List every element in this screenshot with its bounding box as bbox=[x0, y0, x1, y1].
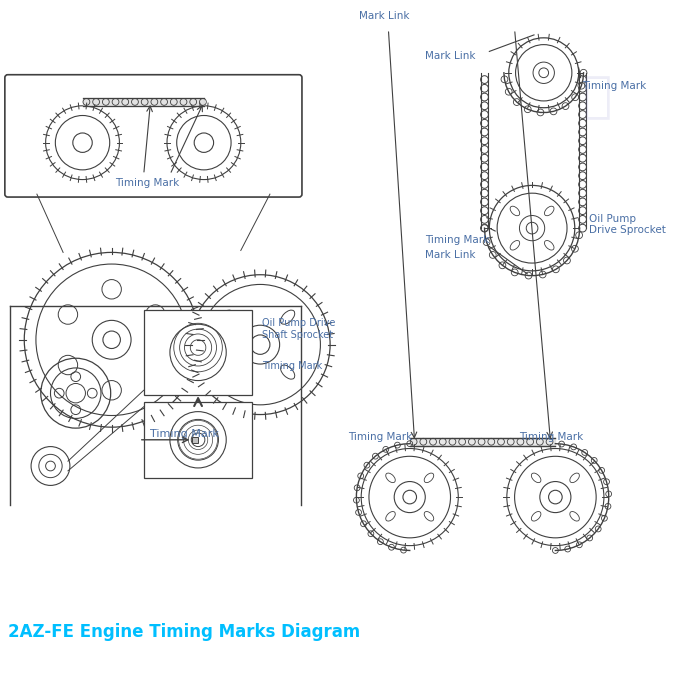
Text: 2AZ-FE Engine Timing Marks Diagram: 2AZ-FE Engine Timing Marks Diagram bbox=[7, 623, 360, 641]
Circle shape bbox=[481, 198, 488, 206]
Text: Oil Pump Drive
Shaft Sprocket: Oil Pump Drive Shaft Sprocket bbox=[262, 318, 335, 340]
Circle shape bbox=[499, 262, 506, 269]
Text: Timing Mark: Timing Mark bbox=[262, 361, 323, 371]
Text: Timing Mark: Timing Mark bbox=[519, 432, 584, 442]
Circle shape bbox=[539, 271, 546, 278]
Circle shape bbox=[579, 181, 587, 188]
Circle shape bbox=[579, 93, 587, 101]
Circle shape bbox=[513, 98, 520, 105]
Text: Oil Pump
Drive Sprocket: Oil Pump Drive Sprocket bbox=[589, 214, 666, 235]
Circle shape bbox=[578, 82, 585, 89]
Circle shape bbox=[572, 245, 579, 252]
Text: 2AZ-FE Engine Timing Marks Diagram: 2AZ-FE Engine Timing Marks Diagram bbox=[6, 623, 359, 641]
Circle shape bbox=[481, 207, 488, 215]
Text: 2AZ-FE Engine Timing Marks Diagram: 2AZ-FE Engine Timing Marks Diagram bbox=[6, 624, 359, 642]
Text: 2AZ-FE Engine Timing Marks Diagram: 2AZ-FE Engine Timing Marks Diagram bbox=[10, 624, 361, 642]
Circle shape bbox=[511, 269, 518, 276]
Circle shape bbox=[490, 251, 496, 258]
Bar bbox=[144, 402, 253, 477]
Circle shape bbox=[481, 93, 488, 101]
Circle shape bbox=[481, 111, 488, 118]
Text: Timing Mark: Timing Mark bbox=[425, 235, 490, 245]
Circle shape bbox=[537, 109, 544, 116]
Circle shape bbox=[481, 181, 488, 188]
Text: 2AZ-FE Engine Timing Marks Diagram: 2AZ-FE Engine Timing Marks Diagram bbox=[6, 621, 359, 640]
Text: Mark Link: Mark Link bbox=[425, 52, 476, 61]
Circle shape bbox=[579, 75, 587, 84]
Circle shape bbox=[579, 198, 587, 206]
Circle shape bbox=[579, 207, 587, 215]
Circle shape bbox=[481, 172, 488, 179]
Circle shape bbox=[579, 137, 587, 145]
Circle shape bbox=[481, 84, 488, 92]
Text: Timing Mark: Timing Mark bbox=[115, 178, 179, 187]
Circle shape bbox=[579, 102, 587, 110]
Circle shape bbox=[576, 232, 583, 238]
Circle shape bbox=[579, 128, 587, 136]
Text: 2AZ-FE Engine Timing Marks Diagram: 2AZ-FE Engine Timing Marks Diagram bbox=[10, 623, 361, 641]
Circle shape bbox=[481, 75, 488, 84]
Bar bbox=[192, 437, 198, 443]
Circle shape bbox=[562, 103, 569, 109]
Circle shape bbox=[579, 145, 587, 153]
Circle shape bbox=[580, 69, 587, 76]
Circle shape bbox=[481, 128, 488, 136]
Circle shape bbox=[553, 266, 559, 273]
Circle shape bbox=[579, 111, 587, 118]
Text: 2AZ-FE Engine Timing Marks Diagram: 2AZ-FE Engine Timing Marks Diagram bbox=[10, 621, 361, 640]
Text: 2AZ-FE Engine Timing Marks Diagram: 2AZ-FE Engine Timing Marks Diagram bbox=[7, 624, 360, 642]
Circle shape bbox=[550, 108, 557, 115]
Text: 2AZ-FE Engine Timing Marks Diagram: 2AZ-FE Engine Timing Marks Diagram bbox=[7, 621, 360, 640]
Circle shape bbox=[579, 189, 587, 197]
Circle shape bbox=[579, 172, 587, 179]
Circle shape bbox=[481, 145, 488, 153]
Circle shape bbox=[579, 84, 587, 92]
Circle shape bbox=[579, 120, 587, 127]
Circle shape bbox=[579, 163, 587, 171]
Circle shape bbox=[579, 215, 587, 223]
Circle shape bbox=[481, 137, 488, 145]
Circle shape bbox=[481, 163, 488, 171]
Circle shape bbox=[481, 154, 488, 162]
Text: Timing Mark: Timing Mark bbox=[348, 432, 412, 442]
Circle shape bbox=[564, 257, 570, 264]
Circle shape bbox=[579, 224, 587, 232]
Text: Timing Mark: Timing Mark bbox=[151, 429, 219, 439]
Circle shape bbox=[483, 239, 490, 246]
Circle shape bbox=[501, 76, 508, 83]
Circle shape bbox=[481, 224, 488, 232]
Text: Mark Link: Mark Link bbox=[359, 12, 409, 21]
Circle shape bbox=[505, 88, 512, 95]
Circle shape bbox=[481, 225, 488, 232]
Circle shape bbox=[481, 120, 488, 127]
Bar bbox=[144, 310, 253, 395]
Circle shape bbox=[572, 94, 579, 100]
Text: Timing Mark: Timing Mark bbox=[583, 81, 647, 90]
Text: Mark Link: Mark Link bbox=[425, 251, 476, 261]
Circle shape bbox=[481, 102, 488, 110]
Circle shape bbox=[524, 106, 531, 113]
Text: 🦌: 🦌 bbox=[583, 73, 612, 121]
Circle shape bbox=[481, 215, 488, 223]
Circle shape bbox=[525, 272, 532, 279]
Circle shape bbox=[481, 189, 488, 197]
Circle shape bbox=[579, 154, 587, 162]
